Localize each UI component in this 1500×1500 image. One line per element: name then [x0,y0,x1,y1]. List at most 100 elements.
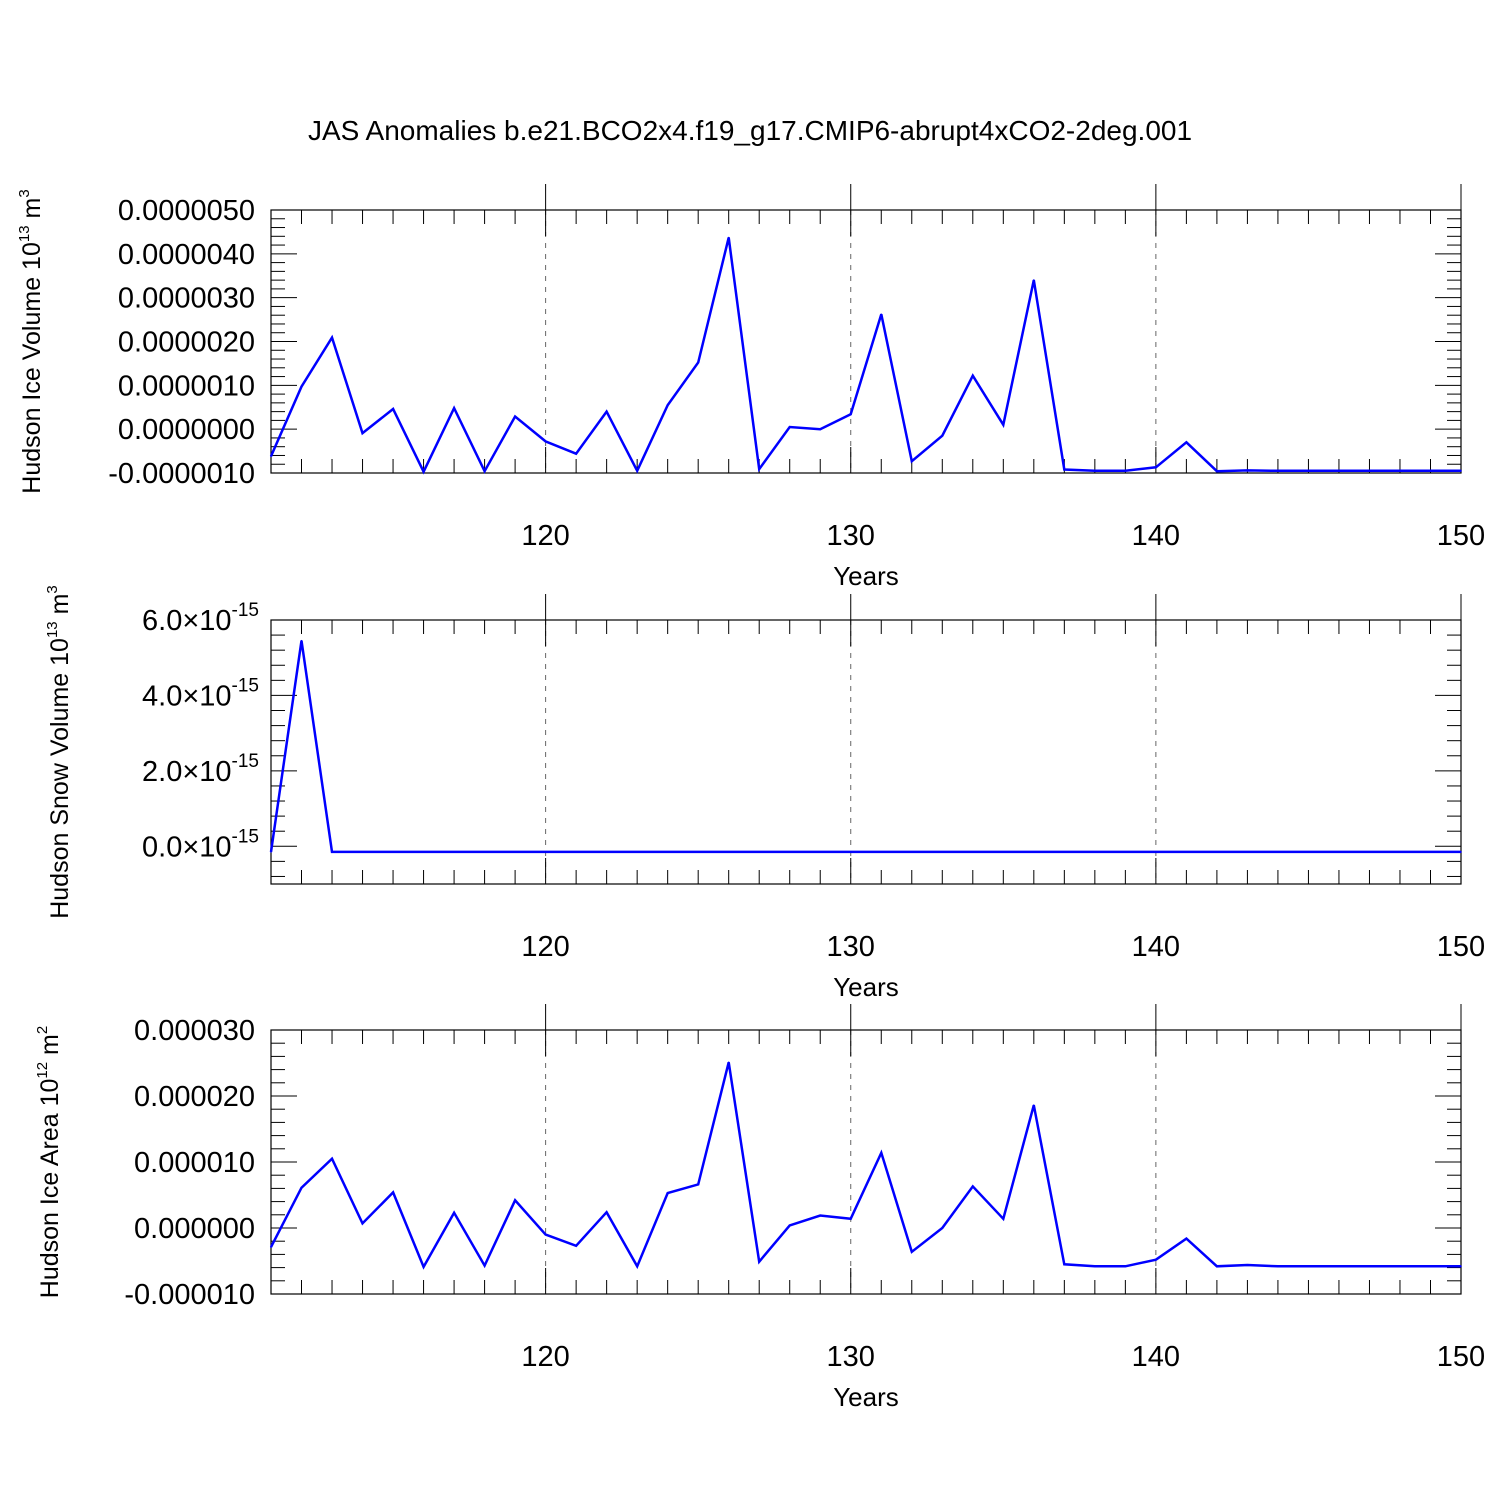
data-point [636,1265,638,1268]
y-axis-label-part: Hudson Snow Volume 10 [46,638,74,919]
data-point [727,236,730,239]
plot-frame [270,209,1462,474]
data-point [1185,441,1188,444]
data-point [544,851,547,853]
data-point [483,1264,486,1267]
data-point [453,1212,455,1214]
data-point [575,452,577,455]
data-point [727,851,730,853]
y-tick-label: 0.000000 [134,1213,255,1245]
y-tick-label: 0.0000020 [118,327,255,359]
data-point [300,1186,303,1189]
data-point [1124,1265,1127,1268]
data-point [1460,1265,1462,1268]
data-point [849,413,852,416]
x-tick-label: 140 [1132,931,1180,963]
data-point [1216,470,1218,473]
x-tick-label: 150 [1437,931,1485,963]
y-tick-label: 4.0×10-15 [142,675,259,712]
data-point [361,432,364,434]
data-point [453,851,455,853]
data-point [300,639,303,642]
data-point [972,1185,974,1188]
y-tick-exponent: -15 [232,675,259,696]
data-point [514,851,516,853]
data-point [392,408,394,410]
data-point [544,1233,547,1236]
x-tick-label: 130 [827,1341,875,1373]
data-point [1277,470,1279,472]
data-point [270,455,272,458]
y-tick-exponent: -15 [232,600,259,621]
data-point [331,851,333,853]
data-point [880,1152,883,1154]
data-point [575,851,577,853]
y-axis-label-part: m [18,198,46,226]
data-point [788,1224,791,1227]
data-point [514,1199,516,1202]
data-point [1185,1237,1188,1240]
x-tick-label: 120 [521,520,569,552]
y-tick-exponent: -15 [232,751,259,772]
data-point [514,415,516,418]
series-line [269,1061,1461,1270]
data-point [1368,470,1371,472]
y-tick-label: 6.0×10-15 [142,600,259,637]
data-point [361,851,364,853]
data-point [1429,851,1432,853]
data-point [880,313,883,316]
data-point [666,851,669,853]
y-axis-label-part: 3 [16,189,33,197]
data-point [1307,470,1310,472]
y-axis-label-part: 13 [44,621,61,638]
data-point [911,851,913,853]
data-point [270,851,272,853]
data-point [1063,1263,1066,1266]
data-point [1033,851,1035,853]
y-tick-mantissa: 0.0×10 [142,831,232,863]
series-line [269,640,1461,854]
y-tick-label: 0.0000010 [118,370,255,402]
data-point [1155,466,1157,469]
data-point [788,426,791,428]
data-point [1338,851,1340,853]
y-axis-label: Hudson Ice Area 1012 m2 [34,1026,64,1298]
data-point [453,407,455,409]
data-point [1002,424,1005,426]
data-point [1155,1258,1157,1261]
data-point [483,851,486,853]
data-point [849,851,852,853]
y-axis-label-part: m [36,1034,64,1062]
data-point [666,1192,669,1194]
x-axis-label: Years [833,561,899,591]
chart-panel-3: -0.000010 0.000000 0.000010 0.000020 0.00003… [34,1004,1485,1412]
data-point [1246,1264,1249,1266]
y-tick-label: 0.0000030 [118,283,255,315]
data-point [1307,1265,1310,1268]
data-point [1429,470,1432,472]
data-point [422,470,425,473]
data-point [911,460,913,463]
data-point [1429,1265,1432,1268]
data-point [880,851,883,853]
data-point [605,1211,608,1213]
data-point [1002,1218,1005,1220]
x-tick-label: 140 [1132,520,1180,552]
data-point [1460,470,1462,472]
data-point [1063,468,1066,471]
data-point [605,851,608,853]
data-point [422,1266,425,1268]
y-axis-label-part: Hudson Ice Area 10 [36,1079,64,1299]
data-point [1460,851,1462,853]
data-point [758,468,760,470]
x-tick-label: 150 [1437,520,1485,552]
data-point [758,851,760,853]
data-point [422,851,425,853]
data-point [1338,1265,1340,1268]
data-point [911,1251,913,1253]
data-point [1277,851,1279,853]
y-tick-label: 0.0000050 [118,195,255,227]
y-tick-label: 0.0000040 [118,239,255,271]
y-tick-label: -0.0000010 [108,458,255,490]
